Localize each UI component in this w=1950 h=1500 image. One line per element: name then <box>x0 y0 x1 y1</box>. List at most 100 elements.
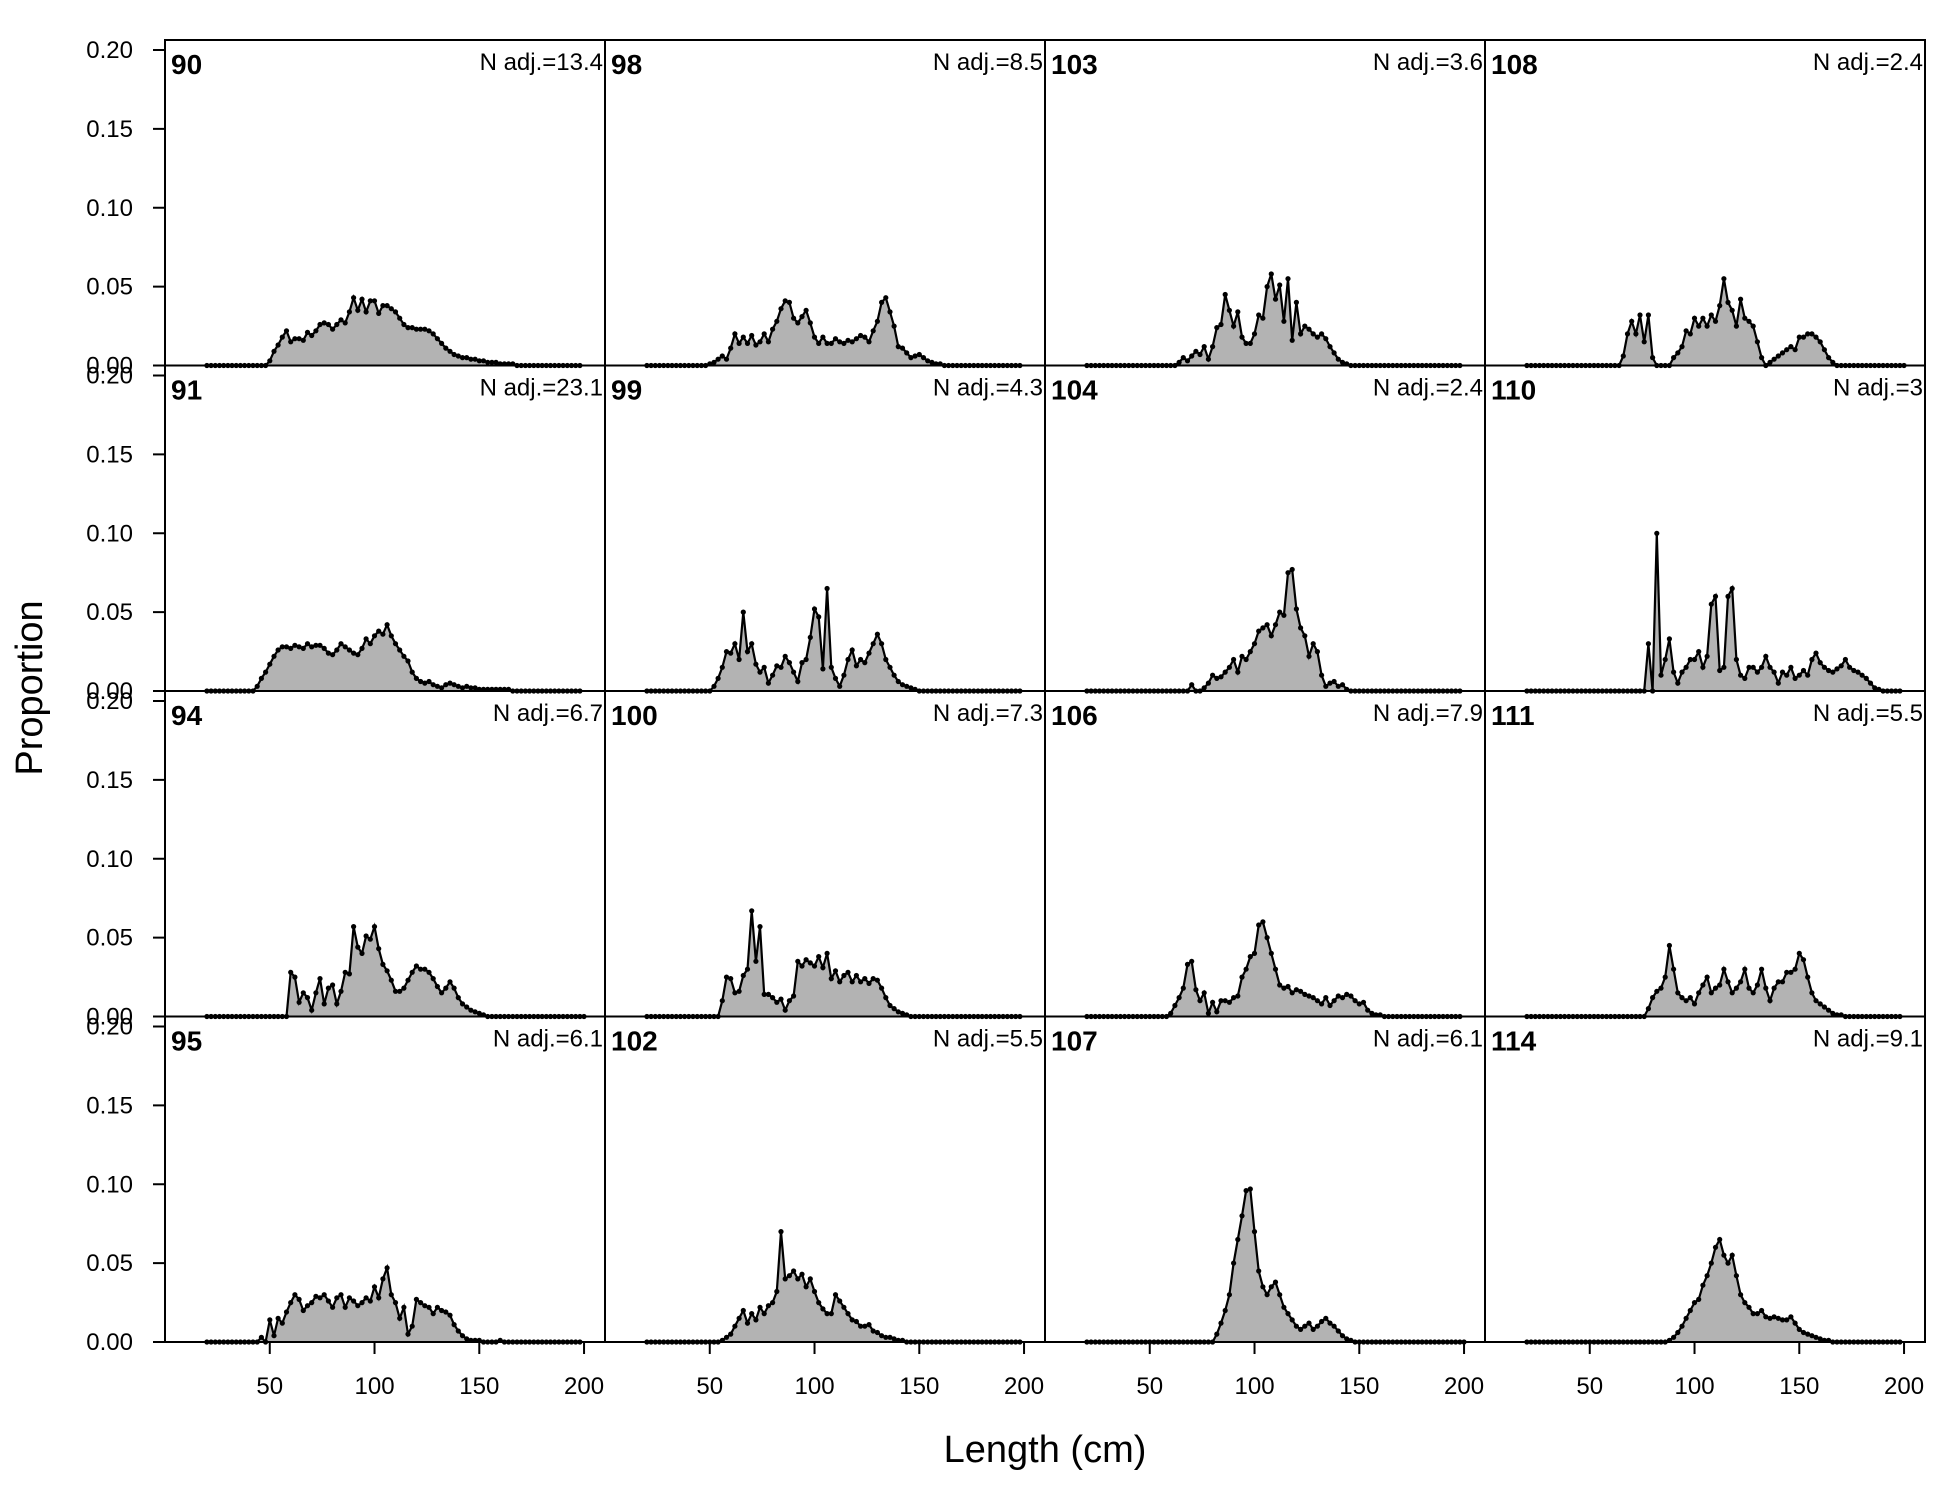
data-point <box>1231 656 1237 663</box>
data-point <box>1210 999 1216 1005</box>
data-point <box>1792 1320 1798 1326</box>
data-point <box>464 1336 470 1342</box>
data-point <box>824 1311 830 1317</box>
data-point <box>1189 353 1195 359</box>
data-point <box>879 985 885 991</box>
panel-110: 110 N adj.=3 <box>1484 364 1926 694</box>
data-point <box>1867 680 1874 686</box>
panel-100: 100 N adj.=7.3 <box>604 690 1046 1020</box>
data-point <box>1201 344 1207 350</box>
area-fill <box>646 1231 1020 1342</box>
data-point <box>422 326 428 332</box>
data-point <box>459 1001 466 1007</box>
data-point <box>459 685 466 691</box>
data-point <box>1817 1336 1823 1342</box>
data-point <box>1717 982 1723 988</box>
data-point <box>472 356 478 362</box>
data-point <box>870 641 876 647</box>
data-point <box>1679 995 1685 1001</box>
panel-n-adj-label: N adj.=5.5 <box>1813 700 1923 727</box>
data-point <box>1293 606 1299 612</box>
data-point <box>1319 1318 1325 1325</box>
data-point <box>883 995 889 1001</box>
data-point <box>757 339 763 345</box>
data-point <box>1197 998 1203 1004</box>
data-point <box>346 647 352 653</box>
data-point <box>1327 344 1333 350</box>
data-point <box>1800 667 1807 674</box>
data-point <box>258 675 264 682</box>
data-point <box>845 656 851 663</box>
data-point <box>409 669 415 675</box>
panel-n-adj-label: N adj.=23.1 <box>480 375 603 402</box>
data-point <box>1335 356 1341 362</box>
data-point <box>1679 344 1685 350</box>
data-point <box>736 656 742 663</box>
data-point <box>761 664 767 670</box>
data-point <box>803 1284 809 1290</box>
data-point <box>363 309 369 315</box>
data-point <box>1193 987 1199 993</box>
data-point <box>1792 347 1798 353</box>
data-point <box>1310 331 1316 337</box>
panel-108: 108 N adj.=2.4 <box>1484 39 1926 369</box>
data-point <box>761 991 767 998</box>
data-point <box>1830 1010 1836 1016</box>
data-point <box>1763 985 1769 991</box>
data-point <box>1800 334 1807 340</box>
data-point <box>1700 1282 1706 1288</box>
data-point <box>317 976 323 982</box>
data-point <box>1218 998 1224 1004</box>
data-point <box>765 680 772 686</box>
data-point <box>397 315 403 321</box>
panel-year-label: 108 <box>1491 49 1538 80</box>
data-point <box>1226 1292 1232 1298</box>
data-point <box>1327 1002 1333 1009</box>
data-point <box>774 999 780 1005</box>
data-point <box>1679 669 1685 675</box>
data-point <box>1830 669 1836 675</box>
data-point <box>1339 995 1346 1001</box>
data-point <box>744 649 751 655</box>
data-point <box>782 1276 788 1282</box>
data-point <box>1184 358 1191 364</box>
data-point <box>1251 641 1258 647</box>
data-point <box>711 683 717 689</box>
x-tick-label: 100 <box>1235 1373 1275 1400</box>
data-point <box>384 1265 390 1271</box>
data-point <box>791 1268 797 1274</box>
data-point <box>1260 919 1266 925</box>
data-point <box>723 1334 730 1340</box>
data-point <box>380 1276 386 1282</box>
data-point <box>1784 1317 1790 1323</box>
data-point <box>887 1334 893 1340</box>
x-tick-label: 200 <box>564 1373 604 1400</box>
data-point <box>1738 979 1744 985</box>
data-point <box>1826 355 1832 361</box>
panel-year-label: 90 <box>171 49 202 80</box>
data-point <box>1180 355 1186 361</box>
data-point <box>1281 1304 1287 1310</box>
data-point <box>1268 271 1274 277</box>
data-point <box>862 334 868 340</box>
data-point <box>770 995 776 1001</box>
data-point <box>1779 350 1786 356</box>
data-point <box>1210 672 1216 678</box>
data-point <box>1645 312 1651 318</box>
data-point <box>1176 995 1182 1001</box>
series-line <box>646 588 1020 693</box>
data-point <box>313 328 319 334</box>
data-point <box>1821 347 1827 353</box>
data-point <box>338 641 344 647</box>
data-point <box>770 326 776 332</box>
data-point <box>493 359 499 365</box>
data-point <box>1855 669 1861 675</box>
data-point <box>1830 359 1836 365</box>
data-point <box>455 353 461 359</box>
data-point <box>1767 359 1773 365</box>
data-point <box>1763 653 1769 659</box>
data-point <box>1222 669 1228 675</box>
data-point <box>1356 1001 1362 1007</box>
data-point <box>355 652 361 658</box>
